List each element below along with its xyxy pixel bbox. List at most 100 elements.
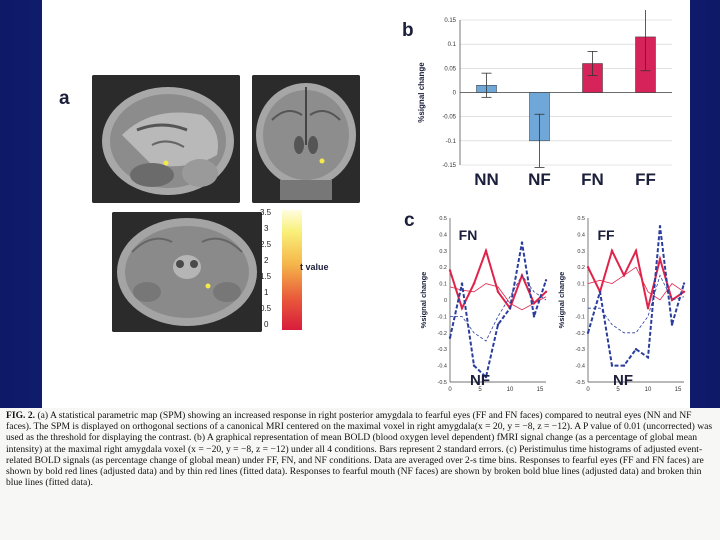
data-point [670, 323, 674, 326]
colorbar-tick: 1 [264, 288, 269, 297]
y-tick-label: 0.1 [448, 42, 457, 48]
data-point [484, 249, 488, 252]
line-chart-fn: 0.50.40.30.20.10-0.1-0.2-0.3-0.4-0.50 5 10… [419, 216, 548, 393]
data-point [496, 323, 500, 326]
y-tick-label: -0.2 [438, 331, 447, 337]
data-point [658, 257, 662, 261]
adjusted-fearful-mouth-line [587, 226, 685, 367]
colorbar-tick: 3 [264, 224, 269, 233]
adjusted-fearful-eyes-line [449, 247, 547, 311]
y-tick-label: 0.4 [577, 232, 585, 238]
data-point [532, 315, 536, 318]
y-tick-label: 0 [582, 298, 585, 304]
colorbar-tick: 0.5 [260, 304, 272, 313]
y-tick-label: 0.05 [444, 66, 456, 72]
x-tick-label: 5 [478, 387, 482, 393]
series-title-bottom: NF [613, 372, 633, 389]
data-point [460, 282, 464, 285]
mri-sagittal-image [92, 75, 240, 203]
data-point [646, 356, 650, 359]
panel-b-letter: b [402, 20, 414, 41]
data-point [586, 266, 590, 269]
y-axis-label: %signal change [417, 62, 426, 123]
data-point [646, 307, 650, 310]
data-point [598, 290, 602, 293]
figure-caption: FIG. 2. (a) A statistical parametric map… [6, 410, 714, 488]
line-chart-ff: 0.50.40.30.20.10-0.1-0.2-0.3-0.4-0.50 5 10… [557, 216, 686, 393]
figure-page: a [42, 0, 690, 410]
data-point [448, 336, 452, 339]
y-tick-label: 0.2 [439, 265, 447, 271]
x-tick-label: 0 [586, 387, 590, 393]
data-point [622, 364, 626, 367]
fitted-fearful-eyes-line [449, 283, 547, 311]
data-point [460, 307, 464, 310]
colorbar-tick: 2 [264, 256, 269, 265]
x-tick-label: 10 [645, 387, 652, 393]
data-point [472, 282, 476, 285]
x-tick-label: 5 [616, 387, 620, 393]
y-tick-label: -0.5 [576, 380, 585, 386]
y-tick-label: -0.05 [442, 115, 456, 121]
mri-axial-image [112, 212, 262, 332]
activation-spot [163, 160, 169, 166]
caption-label: FIG. 2. [6, 410, 36, 421]
y-axis-label: %signal change [419, 272, 428, 329]
x-tick-label: 15 [537, 387, 544, 393]
activation-spot [205, 283, 211, 289]
data-point [682, 282, 686, 285]
y-tick-label: 0.5 [439, 216, 447, 222]
y-tick-label: 0 [444, 298, 447, 304]
data-point [508, 307, 512, 310]
y-tick-label: -0.2 [576, 331, 585, 337]
data-point [544, 279, 548, 282]
y-tick-label: 0.3 [439, 249, 447, 255]
category-label: NN [474, 170, 499, 189]
colorbar-tick: 2.5 [260, 240, 272, 249]
bar-chart: 0.15 0.1 0.05 0 -0.05 -0.1 -0.15 %signal change… [417, 10, 672, 189]
data-point [658, 225, 662, 228]
caption-text: (a) A statistical parametric map (SPM) s… [6, 410, 713, 489]
data-point [448, 269, 452, 272]
data-point [634, 249, 638, 252]
y-tick-label: -0.5 [438, 380, 447, 386]
colorbar-tick: 1.5 [260, 272, 272, 281]
y-tick-label: -0.1 [438, 314, 447, 320]
panel-a-letter: a [59, 88, 70, 109]
data-point [670, 298, 674, 302]
adjusted-fearful-eyes-line [587, 247, 685, 309]
caption-area: FIG. 2. (a) A statistical parametric map… [0, 408, 720, 540]
y-tick-label: 0.4 [439, 232, 447, 238]
y-tick-label: -0.3 [576, 347, 585, 353]
y-tick-label: 0.2 [577, 265, 585, 271]
fitted-fearful-eyes-line [587, 266, 685, 301]
y-tick-label: -0.4 [438, 364, 447, 370]
adjusted-fearful-mouth-line [449, 242, 547, 380]
category-label: FN [581, 170, 604, 189]
series-title-top: FF [597, 227, 615, 243]
data-point [610, 249, 614, 252]
y-tick-label: -0.4 [576, 364, 585, 370]
y-tick-label: 0.3 [577, 249, 585, 255]
colorbar-label: t value [300, 262, 329, 272]
mri-coronal-image [252, 75, 360, 203]
category-label: NF [528, 170, 551, 189]
y-tick-label: -0.1 [576, 314, 585, 320]
data-point [472, 364, 476, 367]
data-point [484, 375, 488, 379]
y-tick-label: -0.15 [442, 163, 456, 169]
x-tick-label: 15 [675, 387, 682, 393]
data-point [544, 290, 548, 293]
category-label: FF [635, 170, 656, 189]
y-tick-label: 0.5 [577, 216, 585, 222]
colorbar-tick: 0 [264, 320, 269, 329]
data-point [586, 331, 590, 334]
fitted-fearful-mouth-line [588, 274, 685, 334]
colorbar-tick: 3.5 [260, 208, 272, 217]
y-axis-label: %signal change [557, 272, 566, 329]
series-title-bottom: NF [470, 372, 490, 389]
y-tick-label: -0.3 [438, 347, 447, 353]
y-tick-label: 0 [453, 91, 457, 97]
fitted-fearful-mouth-line [450, 274, 547, 342]
y-tick-label: -0.1 [446, 139, 457, 145]
